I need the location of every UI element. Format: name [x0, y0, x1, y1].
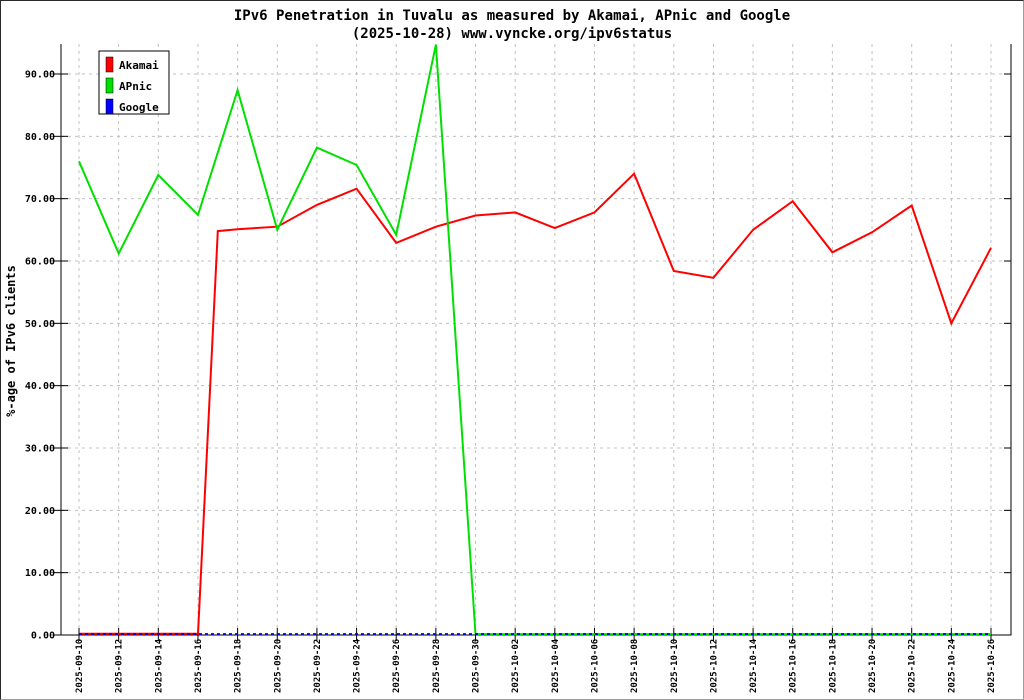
x-tick-label: 2025-10-12	[709, 639, 719, 693]
y-tick-label: 0.00	[31, 631, 55, 642]
x-tick-label: 2025-09-14	[154, 638, 164, 693]
x-tick-label: 2025-09-16	[194, 639, 204, 693]
x-tick-label: 2025-10-02	[511, 639, 521, 693]
series-line-apnic	[78, 44, 991, 636]
x-tick-label: 2025-09-30	[472, 639, 482, 693]
x-tick-label: 2025-09-12	[115, 639, 125, 693]
legend-label-apnic: APnic	[119, 80, 152, 93]
x-tick-label: 2025-10-14	[749, 638, 759, 693]
x-tick-label: 2025-10-24	[947, 638, 957, 693]
legend-label-akamai: Akamai	[119, 59, 159, 72]
x-tick-label: 2025-10-18	[828, 639, 838, 693]
legend-swatch-apnic	[105, 77, 114, 94]
x-tick-label: 2025-10-04	[551, 638, 561, 693]
x-tick-label: 2025-10-22	[908, 639, 918, 693]
grid-lines	[61, 44, 1011, 635]
y-tick-label: 20.00	[25, 506, 55, 517]
x-tick-label: 2025-09-22	[313, 639, 323, 693]
y-tick-label: 70.00	[25, 194, 55, 205]
chart-subtitle: (2025-10-28) www.vyncke.org/ipv6status	[352, 26, 672, 42]
x-tick-labels: 2025-09-10 2025-09-12 2025-09-14 2025-09-16…	[75, 638, 997, 693]
x-tick-label: 2025-10-06	[590, 639, 600, 693]
y-tick-label: 40.00	[25, 381, 55, 392]
chart-title: IPv6 Penetration in Tuvalu as measured b…	[234, 8, 790, 24]
y-axis-label: %-age of IPv6 clients	[4, 265, 18, 417]
legend: Akamai APnic Google	[98, 50, 170, 115]
y-tick-label: 30.00	[25, 444, 55, 455]
y-tick-labels: 0.00 10.00 20.00 30.00 40.00 50.00 60.00 70.00 8…	[25, 70, 55, 642]
legend-swatch-google	[105, 98, 114, 115]
x-tick-label: 2025-09-24	[353, 638, 363, 693]
x-tick-label: 2025-10-08	[630, 639, 640, 693]
x-tick-label: 2025-10-16	[789, 639, 799, 693]
y-tick-label: 90.00	[25, 70, 55, 81]
legend-label-google: Google	[119, 101, 159, 114]
y-tick-label: 80.00	[25, 132, 55, 143]
legend-swatch-akamai	[105, 56, 114, 73]
x-tick-label: 2025-09-10	[75, 639, 85, 693]
x-tick-label: 2025-09-20	[273, 639, 283, 693]
x-tick-label: 2025-09-18	[234, 639, 244, 693]
x-tick-label: 2025-10-10	[670, 639, 680, 693]
x-tick-label: 2025-09-26	[392, 639, 402, 693]
series-lines	[78, 44, 992, 636]
plot-border	[60, 44, 1012, 636]
series-line-akamai	[79, 171, 992, 635]
y-tick-label: 50.00	[25, 319, 55, 330]
y-tick-label: 60.00	[25, 257, 55, 268]
x-tick-label: 2025-09-28	[432, 639, 442, 693]
x-tick-label: 2025-10-26	[987, 639, 997, 693]
x-tick-label: 2025-10-20	[868, 639, 878, 693]
y-tick-label: 10.00	[25, 568, 55, 579]
